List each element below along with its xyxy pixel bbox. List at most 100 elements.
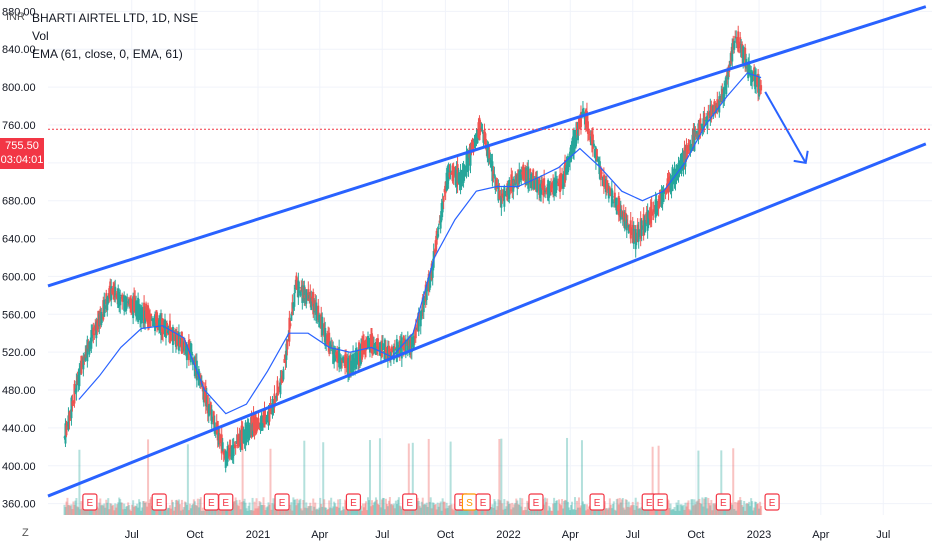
candle-body [100,311,103,326]
candle-body [495,179,498,189]
volume-bar [206,507,209,515]
volume-bar [503,499,506,515]
volume-bar [190,505,193,515]
price-candles [63,25,763,473]
x-tick-label: 2023 [747,529,771,541]
volume-bar [583,504,586,515]
volume-bar [692,505,695,515]
candle-body [221,442,224,451]
volume-bar [543,504,546,515]
volume-bar [88,510,91,515]
vol-legend[interactable]: Vol [32,29,49,43]
candle-body [501,193,504,198]
volume-bar [392,503,395,515]
y-tick-label: 800.00 [2,82,36,94]
volume-bar [585,504,588,515]
volume-bar [678,510,681,515]
volume-bar [66,497,69,515]
candle-body [404,339,407,355]
volume-bar [134,505,137,515]
x-tick-label: Oct [687,529,704,541]
volume-bar [262,497,265,515]
volume-bar [737,500,740,515]
volume-bar [739,497,742,515]
x-tick-label: Jul [626,529,640,541]
volume-bar [523,510,526,515]
volume-bar [372,502,375,515]
y-tick-label: 480.00 [2,385,36,397]
candle-body [674,170,677,184]
volume-bar [418,505,421,515]
volume-bar [614,510,617,515]
candle-body [699,118,702,135]
volume-bar [381,497,384,515]
volume-bar [295,505,298,515]
candle-body [650,201,653,220]
volume-bar [559,503,562,515]
volume-bar [378,438,381,515]
candle-body [689,144,692,151]
volume-bar [447,505,450,515]
volume-bar [128,505,131,515]
volume-bar [168,505,171,515]
volume-bar [478,509,481,515]
volume-bar [563,501,566,515]
volume-bar [648,509,651,515]
volume-bar [481,510,484,515]
candle-body [493,173,496,176]
volume-bar [591,507,594,515]
volume-bar [245,508,248,515]
volume-bar [446,508,449,515]
event-marker-label: E [646,498,653,509]
bar-countdown: 03:04:01 [0,154,44,166]
event-markers: EEEEEEEESEEEEEEE [82,493,780,511]
scale-mode-button[interactable]: Z [22,527,29,539]
y-tick-label: 600.00 [2,271,36,283]
y-tick-label: 560.00 [2,309,36,321]
volume-bar [299,498,302,515]
volume-bar [96,506,99,515]
volume-bar [741,504,744,515]
volume-bar [127,502,130,515]
volume-bar [504,508,507,515]
candle-body [297,280,300,298]
volume-bar [87,509,90,515]
candle-body [522,164,525,181]
volume-bar [396,499,399,515]
candle-body [312,292,315,315]
volume-bar [384,498,387,515]
event-marker-box [218,493,234,511]
chart-grid [48,0,932,515]
candle-body [588,134,591,136]
volume-bar [433,504,436,515]
volume-bar [167,507,170,515]
candle-body [606,185,609,190]
volume-bar [272,498,275,515]
volume-bar [81,508,84,515]
volume-bar [506,500,509,515]
y-tick-label: 880.00 [2,6,36,18]
candle-body [206,395,209,414]
x-tick-label: Jul [876,529,890,541]
candle-body [80,355,83,374]
volume-bar [510,509,513,515]
candle-body [73,383,76,404]
volume-bar [270,509,273,515]
volume-bar [260,505,263,515]
volume-bar [576,507,579,515]
volume-bar [647,506,650,515]
volume-bar [522,510,525,515]
ema-legend[interactable]: EMA (61, close, 0, EMA, 61) [32,47,183,61]
volume-bar [490,507,493,515]
volume-bar [754,501,757,515]
volume-bar [552,503,555,515]
volume-bar [367,497,370,515]
event-marker-box [82,493,98,511]
volume-bar [442,501,445,515]
volume-bar [625,499,628,515]
volume-bar [459,506,462,515]
symbol-title[interactable]: BHARTI AIRTEL LTD, 1D, NSE [32,11,199,25]
volume-bar [348,510,351,515]
volume-bar [550,510,553,515]
